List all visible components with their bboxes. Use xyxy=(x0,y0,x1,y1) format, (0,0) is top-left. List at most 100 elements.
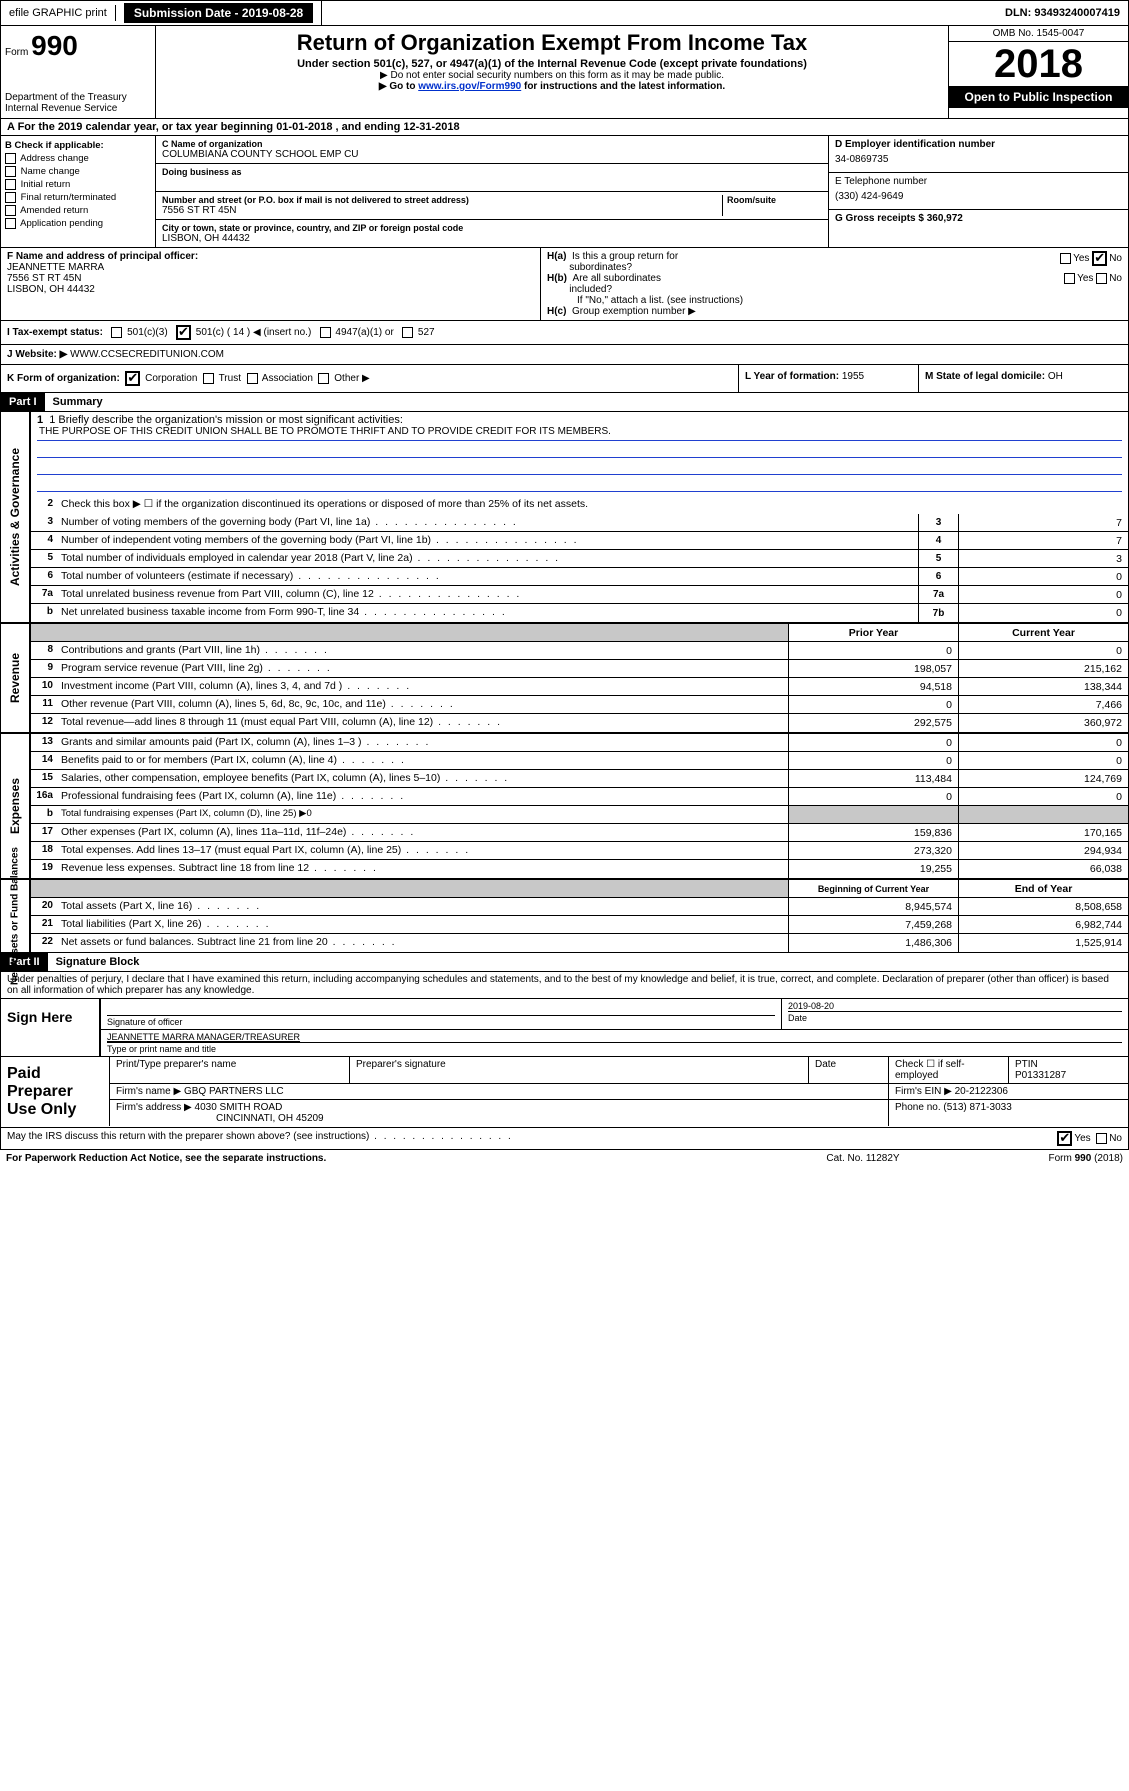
officer-typed-name: JEANNETTE MARRA MANAGER/TREASURER xyxy=(107,1032,1122,1042)
col-end: End of Year xyxy=(958,880,1128,897)
sig-date-label: Date xyxy=(788,1011,1122,1023)
form-header: Form 990 Department of the Treasury Inte… xyxy=(0,26,1129,119)
sign-here-label: Sign Here xyxy=(1,999,81,1056)
discuss-row: May the IRS discuss this return with the… xyxy=(0,1128,1129,1150)
b-label: B Check if applicable: xyxy=(5,140,104,151)
table-row: 19Revenue less expenses. Subtract line 1… xyxy=(31,860,1128,878)
check-trust[interactable] xyxy=(203,373,214,384)
check-final-return[interactable]: Final return/terminated xyxy=(5,192,151,203)
open-to-public: Open to Public Inspection xyxy=(949,86,1128,108)
table-row: 8Contributions and grants (Part VIII, li… xyxy=(31,642,1128,660)
side-expenses: Expenses xyxy=(8,778,22,834)
form-footer: Form 990 (2018) xyxy=(963,1153,1123,1164)
part1-header: Part I Summary xyxy=(0,393,1129,412)
check-527[interactable] xyxy=(402,327,413,338)
h-b-note: If "No," attach a list. (see instruction… xyxy=(547,295,1122,306)
sig-date: 2019-08-20 xyxy=(788,1001,1122,1011)
dba-label: Doing business as xyxy=(162,167,822,177)
table-row: 16aProfessional fundraising fees (Part I… xyxy=(31,788,1128,806)
prep-date-hdr: Date xyxy=(808,1057,888,1083)
check-501c[interactable] xyxy=(176,325,191,340)
website-row: J Website: ▶ WWW.CCSECREDITUNION.COM xyxy=(0,345,1129,365)
typed-name-label: Type or print name and title xyxy=(107,1042,1122,1054)
table-row: 12Total revenue—add lines 8 through 11 (… xyxy=(31,714,1128,732)
form-org-row: K Form of organization: Corporation Trus… xyxy=(0,365,1129,393)
street-address: 7556 ST RT 45N xyxy=(162,205,722,216)
firm-name-label: Firm's name ▶ xyxy=(116,1086,184,1097)
org-name-label: C Name of organization xyxy=(162,139,822,149)
q1-label: 1 1 Briefly describe the organization's … xyxy=(37,414,1122,426)
table-row: 15Salaries, other compensation, employee… xyxy=(31,770,1128,788)
side-revenue: Revenue xyxy=(8,653,22,703)
side-activities: Activities & Governance xyxy=(8,448,22,586)
tax-year: 2018 xyxy=(949,42,1128,86)
h-b-answer[interactable]: Yes No xyxy=(1064,273,1122,295)
check-address-change[interactable]: Address change xyxy=(5,153,151,164)
col-beginning: Beginning of Current Year xyxy=(788,880,958,897)
city-state-zip: LISBON, OH 44432 xyxy=(162,233,822,244)
top-bar: efile GRAPHIC print Submission Date - 20… xyxy=(0,0,1129,26)
table-row: 9Program service revenue (Part VIII, lin… xyxy=(31,660,1128,678)
goto-note: ▶ Go to www.irs.gov/Form990 for instruct… xyxy=(164,81,940,92)
h-a-label: H(a) Is this a group return for subordin… xyxy=(547,251,1060,273)
year-formation: L Year of formation: xyxy=(745,371,842,382)
table-row: 14Benefits paid to or for members (Part … xyxy=(31,752,1128,770)
phone-value: (330) 424-9649 xyxy=(835,187,1122,206)
sig-officer-label: Signature of officer xyxy=(107,1015,775,1027)
city-label: City or town, state or province, country… xyxy=(162,223,822,233)
mission-text: THE PURPOSE OF THIS CREDIT UNION SHALL B… xyxy=(37,426,1122,441)
table-row: 6Total number of volunteers (estimate if… xyxy=(31,568,1128,586)
table-row: bNet unrelated business taxable income f… xyxy=(31,604,1128,622)
table-row: 7aTotal unrelated business revenue from … xyxy=(31,586,1128,604)
check-corporation[interactable] xyxy=(125,371,140,386)
table-row: 13Grants and similar amounts paid (Part … xyxy=(31,734,1128,752)
check-501c3[interactable] xyxy=(111,327,122,338)
ein-label: D Employer identification number xyxy=(835,139,995,150)
footer-row: For Paperwork Reduction Act Notice, see … xyxy=(0,1150,1129,1167)
dept-treasury: Department of the Treasury xyxy=(5,92,151,103)
h-a-answer[interactable]: Yes No xyxy=(1060,251,1122,273)
table-row: 5Total number of individuals employed in… xyxy=(31,550,1128,568)
check-name-change[interactable]: Name change xyxy=(5,166,151,177)
col-current-year: Current Year xyxy=(958,624,1128,641)
check-initial-return[interactable]: Initial return xyxy=(5,179,151,190)
check-association[interactable] xyxy=(247,373,258,384)
firm-phone: (513) 871-3033 xyxy=(943,1102,1011,1113)
check-application-pending[interactable]: Application pending xyxy=(5,218,151,229)
activities-governance-section: Activities & Governance 1 1 Briefly desc… xyxy=(0,412,1129,624)
table-row: 17Other expenses (Part IX, column (A), l… xyxy=(31,824,1128,842)
prep-name-hdr: Print/Type preparer's name xyxy=(109,1057,349,1083)
form-number: Form 990 xyxy=(5,30,151,62)
table-row: 21Total liabilities (Part X, line 26)7,4… xyxy=(31,916,1128,934)
efile-link[interactable]: efile GRAPHIC print xyxy=(1,5,116,21)
website-value[interactable]: WWW.CCSECREDITUNION.COM xyxy=(70,349,224,360)
identity-block: B Check if applicable: Address change Na… xyxy=(0,136,1129,248)
officer-name: JEANNETTE MARRA xyxy=(7,262,104,273)
table-row: 10Investment income (Part VIII, column (… xyxy=(31,678,1128,696)
state-domicile: M State of legal domicile: xyxy=(925,371,1048,382)
omb-number: OMB No. 1545-0047 xyxy=(949,26,1128,42)
check-other[interactable] xyxy=(318,373,329,384)
officer-addr1: 7556 ST RT 45N xyxy=(7,273,82,284)
check-amended[interactable]: Amended return xyxy=(5,205,151,216)
perjury-text: Under penalties of perjury, I declare th… xyxy=(0,972,1129,999)
firm-phone-label: Phone no. xyxy=(895,1102,943,1113)
q2-text: Check this box ▶ ☐ if the organization d… xyxy=(57,496,1128,514)
revenue-section: Revenue Prior Year Current Year 8Contrib… xyxy=(0,624,1129,734)
firm-name: GBQ PARTNERS LLC xyxy=(184,1086,284,1097)
netassets-section: Net Assets or Fund Balances Beginning of… xyxy=(0,880,1129,953)
ein-value: 34-0869735 xyxy=(835,150,1122,169)
signature-block: Sign Here Signature of officer 2019-08-2… xyxy=(0,999,1129,1057)
tax-year-line: A For the 2019 calendar year, or tax yea… xyxy=(0,119,1129,136)
instructions-link[interactable]: www.irs.gov/Form990 xyxy=(418,81,521,92)
expenses-section: Expenses 13Grants and similar amounts pa… xyxy=(0,734,1129,880)
irs: Internal Revenue Service xyxy=(5,103,151,114)
prep-sig-hdr: Preparer's signature xyxy=(349,1057,808,1083)
street-label: Number and street (or P.O. box if mail i… xyxy=(162,195,722,205)
ssn-note: ▶ Do not enter social security numbers o… xyxy=(164,70,940,81)
prep-selfemp[interactable]: Check ☐ if self-employed xyxy=(888,1057,1008,1083)
gross-receipts: G Gross receipts $ 360,972 xyxy=(835,213,963,224)
submission-date-btn: Submission Date - 2019-08-28 xyxy=(124,3,313,23)
check-4947[interactable] xyxy=(320,327,331,338)
discuss-answer[interactable]: Yes No xyxy=(1057,1131,1122,1146)
